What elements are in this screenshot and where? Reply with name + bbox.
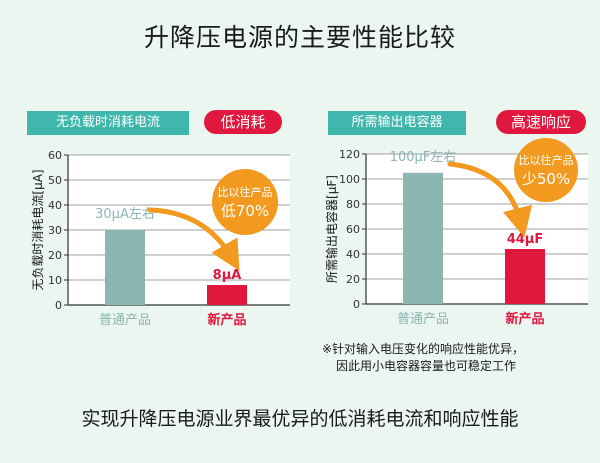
chart1-ytick-label: 20 [48, 249, 62, 262]
chart1-bar-new [207, 285, 247, 305]
chart2-callout-line-1: 比以往产品 [519, 153, 574, 167]
chart2-category-label: 新产品 [505, 311, 544, 327]
chart1-ytick-label: 60 [48, 149, 62, 162]
chart1-badge: 低消耗 [204, 110, 282, 134]
chart1-category-label: 普通产品 [99, 313, 151, 328]
chart1-ytick-label: 0 [55, 299, 62, 312]
chart1-ylabel: 无负载时消耗电流[μA] [31, 169, 45, 290]
chart2-category-label: 普通产品 [397, 312, 449, 327]
chart2-bar-normal [403, 172, 443, 304]
chart1-bar-normal [105, 230, 145, 305]
chart2-value-label: 100μF左右 [390, 150, 457, 165]
chart2-ytick-label: 0 [353, 298, 360, 311]
chart1-callout-line-2: 低70% [221, 202, 269, 220]
chart1-ytick-label: 10 [48, 274, 62, 287]
chart2-badge: 高速响应 [496, 110, 586, 134]
chart1-category-label: 新产品 [207, 312, 246, 328]
chart2-bar-new [505, 249, 545, 304]
chart1-callout-line-1: 比以往产品 [218, 185, 273, 199]
chart2-callout-line-2: 少50% [522, 170, 570, 188]
chart2-ylabel: 所需输出电容器[μF] [324, 175, 339, 283]
chart2-trend-arrow [447, 161, 532, 238]
chart2-ytick-label: 20 [346, 273, 360, 286]
footnote-line-1: ※针对输入电压变化的响应性能优异， [322, 342, 525, 356]
chart1-value-label: 30μA左右 [95, 207, 155, 222]
chart2-header-label: 所需输出电容器 [328, 111, 466, 135]
chart2-callout-circle [514, 138, 578, 202]
chart1-ytick-label: 40 [48, 199, 62, 212]
page-title: 升降压电源的主要性能比较 [143, 23, 456, 52]
chart1-ytick-label: 30 [48, 224, 62, 237]
chart1-header-label: 无负载时消耗电流 [27, 111, 189, 135]
chart2-ytick-label: 100 [339, 173, 360, 186]
footer-text: 实现升降压电源业界最优异的低消耗电流和响应性能 [81, 408, 519, 430]
footnote-line-2: 因此用小电容器容量也可稳定工作 [336, 359, 517, 373]
chart2-ytick-label: 40 [346, 248, 360, 261]
chart2-footnote: ※针对输入电压变化的响应性能优异， 因此用小电容器容量也可稳定工作 [322, 341, 592, 375]
chart2-value-label: 44μF [507, 232, 544, 247]
chart2-ytick-label: 80 [346, 198, 360, 211]
chart1-trend-arrow [147, 207, 240, 271]
chart1-ytick-label: 50 [48, 174, 62, 187]
chart2-ytick-label: 120 [339, 148, 360, 161]
chart1-value-label: 8μA [213, 268, 242, 283]
chart2-ytick-label: 60 [346, 223, 360, 236]
chart1-callout-circle [212, 169, 278, 235]
